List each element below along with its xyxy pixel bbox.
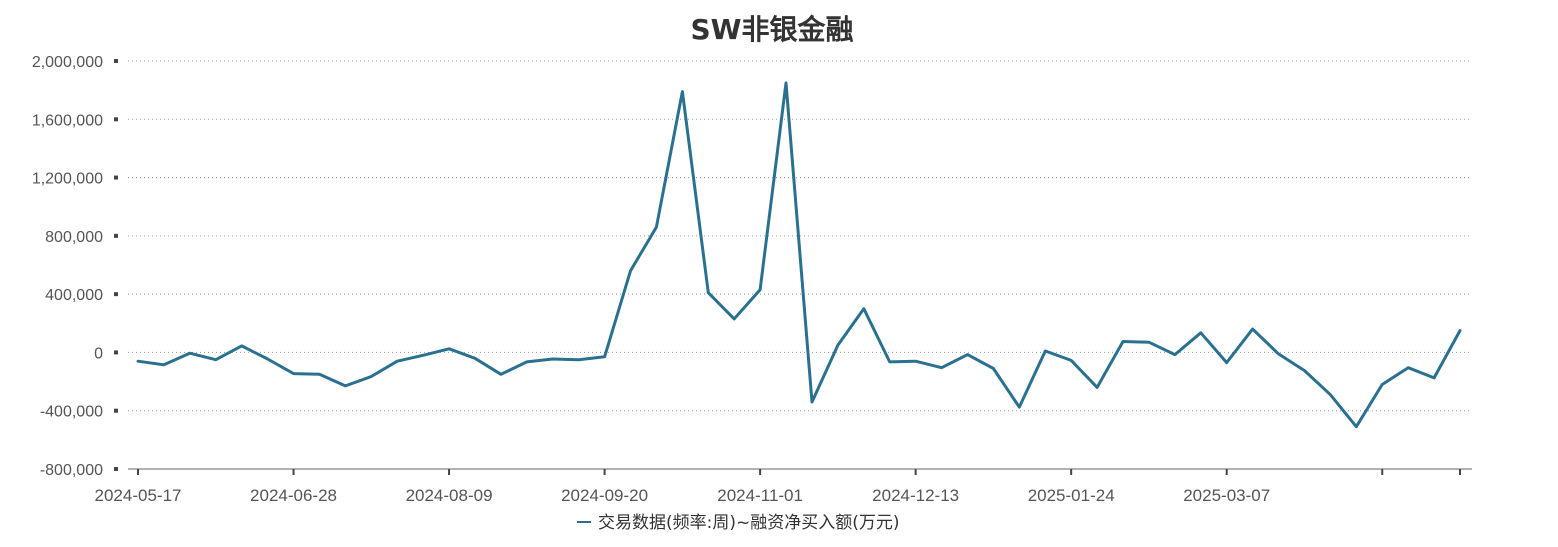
series-line[interactable]	[136, 81, 1462, 429]
data-point[interactable]	[445, 345, 453, 353]
data-point[interactable]	[549, 355, 557, 363]
x-tick-label: 2024-11-01	[717, 486, 803, 505]
x-axis-ticks: 2024-05-17 2024-06-28 2024-08-09 2024-09-20…	[95, 469, 1461, 505]
data-point[interactable]	[186, 349, 194, 357]
data-point[interactable]	[1456, 327, 1464, 335]
data-point[interactable]	[1197, 329, 1205, 337]
y-tick-label: 1,600,000	[32, 112, 103, 129]
y-tick-label: -400,000	[40, 404, 103, 421]
grid-lines	[128, 60, 1472, 412]
x-tick-label: 2024-05-17	[95, 486, 182, 505]
data-point[interactable]	[1145, 338, 1153, 346]
data-point[interactable]	[808, 398, 816, 406]
y-tick-mark	[114, 467, 118, 471]
data-point[interactable]	[782, 79, 790, 87]
data-point[interactable]	[341, 382, 349, 390]
data-point[interactable]	[1041, 347, 1049, 355]
series-layer	[134, 79, 1464, 431]
data-point[interactable]	[1223, 359, 1231, 367]
y-tick-label: 800,000	[45, 229, 103, 246]
x-tick-label: 2024-08-09	[406, 486, 493, 505]
x-tick-label: 2024-06-28	[250, 486, 337, 505]
data-point[interactable]	[1093, 383, 1101, 391]
data-point[interactable]	[652, 223, 660, 231]
data-point[interactable]	[1067, 356, 1075, 364]
data-point[interactable]	[1326, 391, 1334, 399]
data-point[interactable]	[834, 341, 842, 349]
data-point[interactable]	[1352, 423, 1360, 431]
data-point[interactable]	[756, 286, 764, 294]
data-point[interactable]	[1249, 325, 1257, 333]
x-tick-label: 2024-12-13	[872, 486, 959, 505]
y-tick-mark	[114, 408, 118, 413]
legend-label: 交易数据(频率:周)~融资净买入额(万元)	[598, 513, 900, 533]
data-point[interactable]	[238, 342, 246, 350]
data-point[interactable]	[938, 364, 946, 372]
y-tick-mark	[114, 117, 118, 122]
y-tick-label: 1,200,000	[32, 171, 103, 188]
data-point[interactable]	[393, 357, 401, 365]
y-tick-mark	[114, 233, 118, 238]
data-point[interactable]	[678, 88, 686, 96]
legend[interactable]: 交易数据(频率:周)~融资净买入额(万元)	[577, 513, 900, 533]
chart-title: SW非银金融	[690, 13, 853, 46]
data-point[interactable]	[1378, 380, 1386, 388]
data-point[interactable]	[1119, 338, 1127, 346]
data-point[interactable]	[989, 364, 997, 372]
data-point[interactable]	[497, 370, 505, 378]
x-tick-label: 2024-09-20	[561, 486, 648, 505]
data-point[interactable]	[730, 315, 738, 323]
data-point[interactable]	[471, 354, 479, 362]
data-point[interactable]	[704, 289, 712, 297]
y-tick-label: 2,000,000	[32, 54, 103, 71]
y-tick-mark	[114, 175, 118, 180]
data-point[interactable]	[264, 355, 272, 363]
x-tick-label: 2025-03-07	[1183, 486, 1270, 505]
data-point[interactable]	[1404, 364, 1412, 372]
data-point[interactable]	[290, 370, 298, 378]
data-point[interactable]	[212, 356, 220, 364]
x-tick-label: 2025-01-24	[1028, 486, 1115, 505]
data-point[interactable]	[523, 358, 531, 366]
y-tick-label: -800,000	[40, 462, 103, 479]
y-tick-mark	[114, 59, 118, 63]
data-point[interactable]	[575, 356, 583, 364]
y-tick-mark	[114, 292, 118, 297]
data-point[interactable]	[963, 351, 971, 359]
data-point[interactable]	[367, 372, 375, 380]
data-point[interactable]	[627, 267, 635, 275]
data-point[interactable]	[860, 305, 868, 313]
data-point[interactable]	[315, 370, 323, 378]
y-tick-label: 400,000	[45, 287, 103, 304]
data-point[interactable]	[912, 357, 920, 365]
data-point[interactable]	[134, 357, 142, 365]
y-tick-mark	[114, 350, 118, 355]
data-point[interactable]	[1171, 351, 1179, 359]
data-point[interactable]	[160, 361, 168, 369]
y-tick-label: 0	[94, 345, 103, 362]
y-axis-ticks: 2,000,000 1,600,000 1,200,000 800,000 400,00…	[32, 54, 118, 479]
data-point[interactable]	[419, 351, 427, 359]
data-point[interactable]	[1430, 374, 1438, 382]
data-point[interactable]	[1300, 367, 1308, 375]
data-point[interactable]	[601, 353, 609, 361]
data-point[interactable]	[1275, 350, 1283, 358]
data-point[interactable]	[1015, 403, 1023, 411]
data-point[interactable]	[886, 358, 894, 366]
